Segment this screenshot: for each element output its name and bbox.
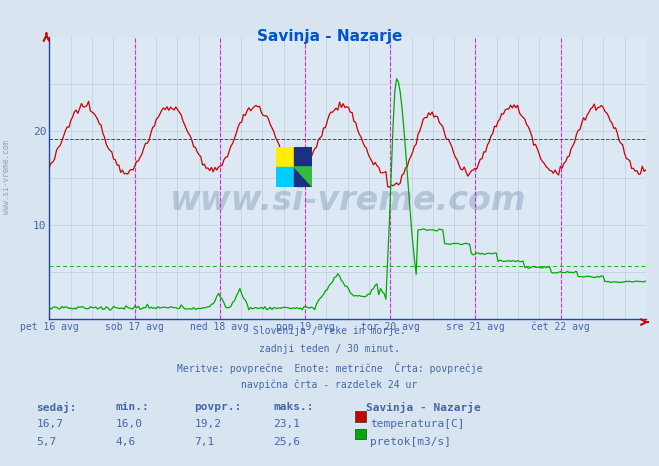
Text: povpr.:: povpr.: (194, 402, 242, 411)
Text: 23,1: 23,1 (273, 419, 301, 429)
Text: maks.:: maks.: (273, 402, 314, 411)
Text: zadnji teden / 30 minut.: zadnji teden / 30 minut. (259, 344, 400, 354)
Polygon shape (276, 147, 294, 167)
Text: Meritve: povprečne  Enote: metrične  Črta: povprečje: Meritve: povprečne Enote: metrične Črta:… (177, 362, 482, 374)
Text: Savinja - Nazarje: Savinja - Nazarje (257, 29, 402, 44)
Text: 19,2: 19,2 (194, 419, 221, 429)
Text: www.si-vreme.com: www.si-vreme.com (2, 140, 11, 214)
Text: sedaj:: sedaj: (36, 402, 76, 413)
Text: 4,6: 4,6 (115, 437, 136, 447)
Text: www.si-vreme.com: www.si-vreme.com (169, 184, 526, 217)
Polygon shape (276, 167, 294, 187)
Text: 16,7: 16,7 (36, 419, 63, 429)
Text: 5,7: 5,7 (36, 437, 57, 447)
Text: Slovenija / reke in morje.: Slovenija / reke in morje. (253, 326, 406, 336)
Polygon shape (294, 167, 312, 187)
Text: 7,1: 7,1 (194, 437, 215, 447)
Text: pretok[m3/s]: pretok[m3/s] (370, 437, 451, 447)
Text: Savinja - Nazarje: Savinja - Nazarje (366, 402, 480, 413)
Text: min.:: min.: (115, 402, 149, 411)
Text: 16,0: 16,0 (115, 419, 142, 429)
Polygon shape (294, 147, 312, 187)
Text: temperatura[C]: temperatura[C] (370, 419, 465, 429)
Text: 25,6: 25,6 (273, 437, 301, 447)
Text: navpična črta - razdelek 24 ur: navpična črta - razdelek 24 ur (241, 379, 418, 390)
